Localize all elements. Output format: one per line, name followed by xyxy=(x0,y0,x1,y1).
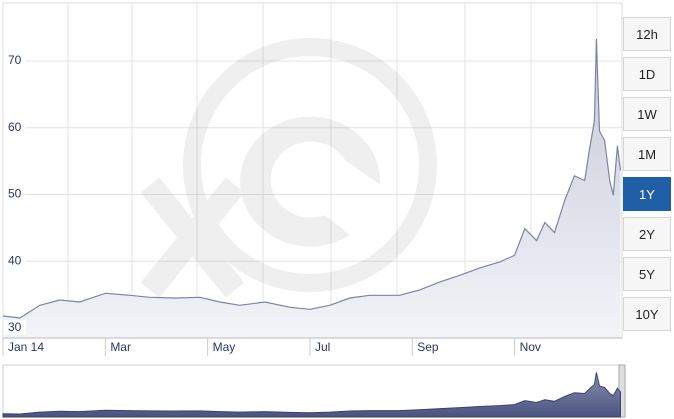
y-tick-label-bg xyxy=(4,53,26,69)
y-tick-label-bg xyxy=(4,319,26,335)
y-tick-label: 50 xyxy=(8,187,22,201)
x-tick-label: Jul xyxy=(315,340,330,354)
x-tick-label: Nov xyxy=(520,340,541,354)
y-tick-label: 60 xyxy=(8,120,22,134)
x-tick-label: Mar xyxy=(110,340,131,354)
range-button[interactable]: 1Y xyxy=(623,177,671,211)
range-button[interactable]: 2Y xyxy=(623,217,671,251)
watermark xyxy=(140,38,437,298)
y-tick-label-bg xyxy=(4,119,26,135)
range-button[interactable]: 10Y xyxy=(623,297,671,331)
range-button[interactable]: 1M xyxy=(623,137,671,171)
y-tick-label: 30 xyxy=(8,320,22,334)
navigator-area xyxy=(2,372,622,418)
range-button[interactable]: 1W xyxy=(623,97,671,131)
range-button[interactable]: 5Y xyxy=(623,257,671,291)
y-tick-label: 40 xyxy=(8,253,22,267)
y-tick-label-bg xyxy=(4,253,26,269)
y-tick-label-bg xyxy=(4,186,26,202)
y-tick-label: 70 xyxy=(8,53,22,67)
area xyxy=(3,39,621,338)
x-tick-label: Sep xyxy=(417,340,439,354)
x-tick-label: Jan 14 xyxy=(8,340,44,354)
range-button[interactable]: 12h xyxy=(623,17,671,51)
x-tick-label: May xyxy=(213,340,236,354)
line xyxy=(2,38,622,319)
range-button[interactable]: 1D xyxy=(623,57,671,91)
